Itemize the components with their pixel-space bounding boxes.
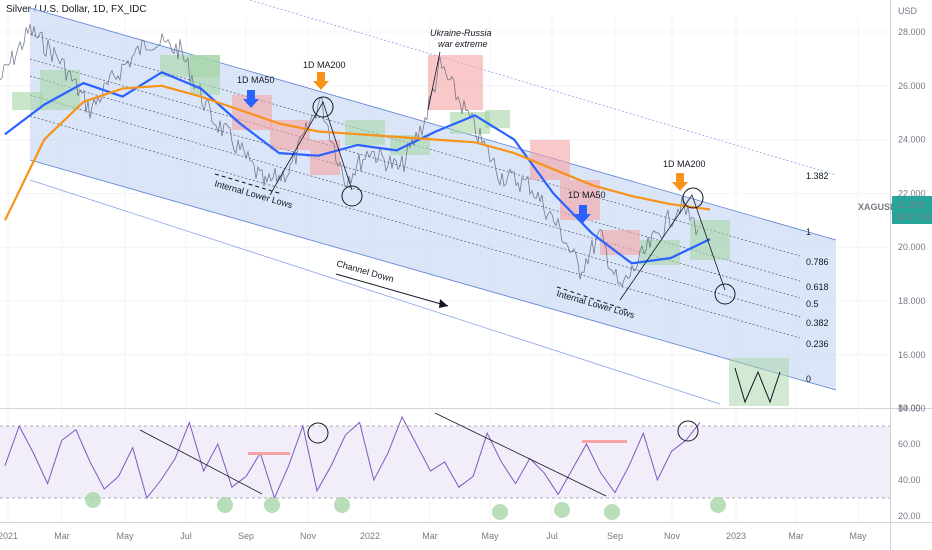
rsi-divergence-line-2 bbox=[434, 412, 607, 497]
time-tick-label: Sep bbox=[238, 531, 254, 541]
projection-leg-1 bbox=[269, 101, 353, 196]
rsi-low-marker bbox=[85, 492, 101, 508]
time-tick-label: Jul bbox=[180, 531, 192, 541]
price-tick-label: 22.000 bbox=[898, 188, 926, 198]
rsi-low-marker bbox=[334, 497, 350, 513]
cloud-block bbox=[485, 110, 510, 128]
time-tick-label: Jul bbox=[546, 531, 558, 541]
fib-line bbox=[29, 58, 801, 282]
countdown-label: 04:47:59 bbox=[895, 212, 930, 222]
price-currency-label: USD bbox=[898, 6, 918, 16]
ma200-label-2: 1D MA200 bbox=[663, 159, 706, 169]
price-series-line bbox=[0, 24, 699, 288]
fib-line bbox=[29, 94, 801, 318]
rsi-low-marker bbox=[710, 497, 726, 513]
rsi-tick-label: 20.00 bbox=[898, 511, 921, 521]
rsi-tick-label: 80.00 bbox=[898, 403, 921, 413]
fib-label: 0.618 bbox=[806, 282, 829, 292]
time-tick-label: May bbox=[849, 531, 867, 541]
cloud-block bbox=[345, 120, 385, 145]
target-zone bbox=[729, 358, 789, 406]
war-pointer bbox=[427, 51, 441, 111]
cloud-block bbox=[12, 92, 42, 110]
internal-lows-dash-2 bbox=[556, 286, 631, 312]
time-tick-label: Nov bbox=[664, 531, 681, 541]
ma50-label-2: 1D MA50 bbox=[568, 190, 606, 200]
symbol-label: XAGUSD bbox=[858, 202, 897, 212]
channel-down-arrow bbox=[335, 273, 449, 307]
time-tick-label: Mar bbox=[422, 531, 438, 541]
cloud-block bbox=[310, 140, 340, 175]
channel-down-label: Channel Down bbox=[335, 258, 395, 284]
rsi-high-circle bbox=[307, 422, 329, 444]
channel-ext-1382-line bbox=[249, 0, 837, 176]
cloud-block bbox=[190, 55, 220, 95]
fib-label: 1 bbox=[806, 227, 811, 237]
time-tick-label: Mar bbox=[788, 531, 804, 541]
price-tick-label: 24.000 bbox=[898, 135, 926, 145]
rsi-line bbox=[4, 415, 701, 500]
channel-outer-lower-line bbox=[29, 179, 721, 405]
ma50-arrow-1 bbox=[243, 90, 259, 108]
rsi-highlight-bar bbox=[582, 440, 627, 443]
war-label-line1: Ukraine-Russia bbox=[430, 28, 492, 38]
price-tick-label: 28.000 bbox=[898, 27, 926, 37]
projection-zigzag bbox=[734, 367, 781, 404]
time-tick-label: Sep bbox=[607, 531, 623, 541]
rsi-low-marker bbox=[604, 504, 620, 520]
highlight-circle bbox=[341, 185, 363, 207]
war-label-line2: war extreme bbox=[438, 39, 488, 49]
highlight-circle bbox=[682, 187, 704, 209]
price-badge bbox=[892, 196, 932, 224]
chart-title: Silver / U.S. Dollar, 1D, FX_IDC bbox=[6, 4, 147, 15]
rsi-low-marker bbox=[554, 502, 570, 518]
price-tick-label: 18.000 bbox=[898, 296, 926, 306]
internal-lows-dash-1 bbox=[214, 173, 283, 195]
rsi-tick-label: 60.00 bbox=[898, 439, 921, 449]
ma50-line bbox=[4, 71, 711, 265]
rsi-low-marker bbox=[264, 497, 280, 513]
fib-label: 0.382 bbox=[806, 318, 829, 328]
time-tick-label: 2023 bbox=[726, 531, 746, 541]
channel-lower-line bbox=[29, 159, 837, 391]
time-tick-label: 2022 bbox=[360, 531, 380, 541]
channel-down-arrowhead bbox=[439, 299, 448, 308]
rsi-highlight-bar bbox=[248, 452, 290, 455]
highlight-circle bbox=[714, 283, 736, 305]
time-tick-label: May bbox=[116, 531, 134, 541]
price-tick-label: 16.000 bbox=[898, 350, 926, 360]
rsi-tick-label: 40.00 bbox=[898, 475, 921, 485]
fib-label: 1.382 bbox=[806, 171, 829, 181]
price-tick-label: 20.000 bbox=[898, 242, 926, 252]
ma200-line bbox=[4, 84, 711, 221]
ma50-arrow-2 bbox=[575, 205, 591, 223]
price-tick-label: 26.000 bbox=[898, 81, 926, 91]
rsi-low-marker bbox=[217, 497, 233, 513]
ma200-arrow-2 bbox=[672, 173, 688, 191]
rsi-divergence-line-1 bbox=[139, 429, 263, 495]
projection-leg-2 bbox=[619, 194, 726, 301]
ma50-label-1: 1D MA50 bbox=[237, 75, 275, 85]
last-price-label: 21.293 bbox=[897, 200, 925, 210]
channel-fill bbox=[30, 8, 836, 390]
rsi-low-marker bbox=[492, 504, 508, 520]
fib-line bbox=[29, 75, 801, 299]
ma200-arrow-1 bbox=[313, 72, 329, 90]
ma200-label-1: 1D MA200 bbox=[303, 60, 346, 70]
time-tick-label: Nov bbox=[300, 531, 317, 541]
time-tick-label: May bbox=[481, 531, 499, 541]
rsi-high-circle bbox=[677, 420, 699, 442]
fib-label: 0.5 bbox=[806, 299, 819, 309]
fib-label: 0 bbox=[806, 374, 811, 384]
time-tick-label: Mar bbox=[54, 531, 70, 541]
fib-label: 0.236 bbox=[806, 339, 829, 349]
fib-label: 0.786 bbox=[806, 257, 829, 267]
price-tick-label: 14.000 bbox=[898, 404, 926, 414]
time-tick-label: 2021 bbox=[0, 531, 18, 541]
channel-upper-line bbox=[29, 7, 837, 241]
highlight-circle bbox=[312, 96, 334, 118]
fib-line bbox=[29, 115, 801, 339]
